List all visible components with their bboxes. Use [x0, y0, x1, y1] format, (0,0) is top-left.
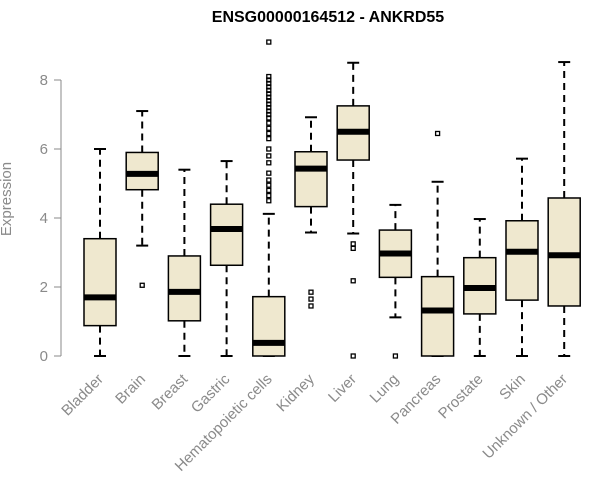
outlier-point: [266, 153, 272, 159]
outlier-point: [266, 120, 272, 126]
iqr-box: [505, 220, 539, 301]
box-lung: [378, 203, 413, 359]
x-tick-label: Prostate: [435, 371, 487, 423]
box-bladder: [83, 148, 117, 357]
outlier-point: [266, 170, 272, 176]
x-tick-label: Breast: [149, 370, 192, 413]
x-tick-label: Lung: [367, 371, 403, 407]
outlier-point: [266, 177, 272, 183]
y-axis: 0 2 4 6 8: [40, 72, 62, 365]
y-tick-label: 0: [40, 348, 48, 365]
iqr-box: [209, 203, 244, 267]
x-tick-label: Skin: [496, 371, 529, 404]
iqr-box: [83, 237, 117, 327]
outlier-point: [350, 278, 356, 284]
outlier-point: [266, 182, 272, 188]
outlier-point: [266, 160, 272, 166]
box-brain: [125, 110, 159, 288]
outlier-point: [350, 353, 356, 359]
box-breast: [167, 168, 202, 357]
outlier-point: [266, 130, 272, 137]
iqr-box: [252, 295, 286, 357]
y-tick-label: 8: [40, 72, 48, 89]
outlier-point: [350, 241, 356, 247]
box-pancreas: [420, 130, 455, 357]
box-prostate: [463, 218, 497, 357]
box-skin: [505, 157, 539, 357]
outlier-point: [308, 296, 314, 302]
outlier-point: [266, 187, 272, 194]
iqr-box: [294, 151, 328, 208]
outlier-point: [266, 125, 272, 131]
x-tick-label: Kidney: [273, 370, 318, 415]
outlier-point: [434, 130, 441, 137]
box-unknown-other: [547, 61, 581, 357]
iqr-box: [547, 197, 581, 307]
iqr-box: [167, 255, 202, 322]
outlier-point: [266, 192, 272, 199]
box-liver: [336, 61, 370, 359]
outlier-point: [308, 303, 314, 309]
outlier-point: [266, 135, 272, 142]
box-kidney: [294, 116, 328, 309]
outlier-point: [266, 146, 272, 152]
x-tick-label: Liver: [325, 371, 360, 406]
x-tick-label: Bladder: [58, 371, 107, 420]
outlier-point: [308, 289, 314, 295]
iqr-box: [420, 275, 455, 357]
y-tick-label: 6: [40, 141, 48, 158]
box-hematopoietic-cells: [252, 39, 286, 357]
outlier-point: [266, 73, 272, 80]
outlier-point: [350, 245, 356, 252]
box-gastric: [209, 160, 244, 357]
outlier-point: [266, 39, 272, 45]
outlier-point: [266, 198, 272, 204]
outlier-point: [139, 282, 145, 288]
boxes-group: [83, 39, 581, 359]
y-tick-label: 2: [40, 279, 48, 296]
chart-title: ENSG00000164512 - ANKRD55: [212, 9, 445, 26]
x-tick-label: Brain: [112, 371, 149, 408]
outlier-point: [392, 353, 399, 359]
y-axis-label: Expression: [0, 162, 15, 236]
y-tick-label: 4: [40, 210, 48, 227]
